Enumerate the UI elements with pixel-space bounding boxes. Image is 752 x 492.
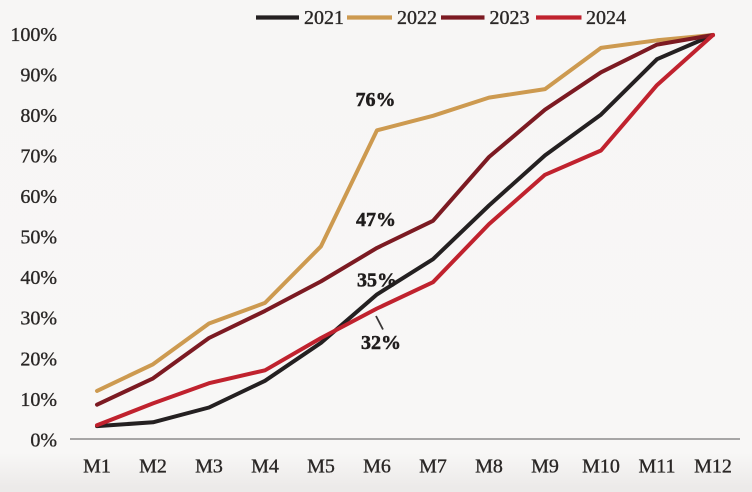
svg-text:M11: M11 <box>638 456 675 478</box>
svg-text:M7: M7 <box>419 456 447 478</box>
svg-text:35%: 35% <box>357 270 397 292</box>
svg-text:32%: 32% <box>361 332 401 354</box>
svg-text:80%: 80% <box>20 105 57 127</box>
svg-text:2022: 2022 <box>397 7 437 29</box>
svg-text:M12: M12 <box>694 456 732 478</box>
svg-text:2024: 2024 <box>586 7 626 29</box>
svg-text:47%: 47% <box>356 209 396 231</box>
svg-text:2023: 2023 <box>490 7 530 29</box>
svg-text:M10: M10 <box>582 456 620 478</box>
svg-text:76%: 76% <box>356 89 396 111</box>
svg-text:30%: 30% <box>20 308 57 330</box>
svg-text:0%: 0% <box>30 429 57 451</box>
svg-text:M3: M3 <box>195 456 223 478</box>
svg-text:40%: 40% <box>20 267 57 289</box>
svg-text:M9: M9 <box>531 456 559 478</box>
svg-text:50%: 50% <box>20 227 57 249</box>
svg-text:60%: 60% <box>20 186 57 208</box>
svg-text:M6: M6 <box>363 456 391 478</box>
svg-text:90%: 90% <box>20 64 57 86</box>
svg-text:70%: 70% <box>20 145 57 167</box>
svg-text:20%: 20% <box>20 348 57 370</box>
svg-text:M8: M8 <box>475 456 503 478</box>
svg-text:M2: M2 <box>139 456 167 478</box>
svg-text:10%: 10% <box>20 389 57 411</box>
svg-text:M4: M4 <box>251 456 279 478</box>
svg-text:M1: M1 <box>83 456 111 478</box>
svg-text:2021: 2021 <box>304 7 344 29</box>
svg-text:M5: M5 <box>307 456 335 478</box>
svg-text:100%: 100% <box>10 24 57 46</box>
